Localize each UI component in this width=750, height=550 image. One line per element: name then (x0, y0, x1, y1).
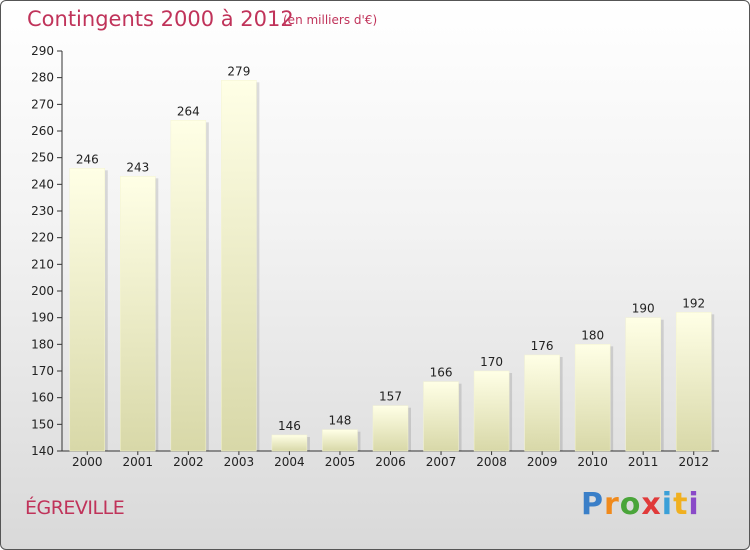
y-tick-label: 240 (31, 177, 54, 191)
value-label: 170 (480, 355, 503, 369)
value-label: 243 (126, 160, 149, 174)
x-tick-label: 2010 (577, 455, 608, 469)
y-tick-label: 210 (31, 257, 54, 271)
y-tick-label: 140 (31, 444, 54, 458)
x-tick-label: 2011 (628, 455, 659, 469)
y-tick-label: 150 (31, 417, 54, 431)
x-tick-label: 2004 (274, 455, 305, 469)
y-tick-label: 290 (31, 44, 54, 58)
y-tick-label: 230 (31, 204, 54, 218)
x-tick-label: 2000 (72, 455, 103, 469)
x-tick-label: 2003 (224, 455, 255, 469)
bar-2001 (120, 176, 156, 452)
bar-2010 (574, 344, 611, 452)
y-tick-label: 190 (31, 311, 54, 325)
bar-2004 (271, 434, 308, 452)
y-tick-label: 160 (31, 391, 54, 405)
value-label: 180 (581, 328, 604, 342)
value-label: 192 (682, 296, 705, 310)
bar-2006 (372, 405, 409, 452)
chart-subtitle: (en milliers d'€) (283, 13, 378, 27)
bar-2005 (322, 429, 358, 452)
value-label: 146 (278, 419, 301, 433)
y-tick-label: 280 (31, 71, 54, 85)
proxiti-logo: Proxiti (581, 487, 700, 522)
value-label: 190 (632, 302, 655, 316)
value-label: 148 (329, 414, 352, 428)
x-tick-label: 2007 (426, 455, 457, 469)
x-tick-label: 2009 (527, 455, 558, 469)
y-tick-label: 170 (31, 364, 54, 378)
bar-2009 (524, 354, 560, 452)
value-label: 264 (177, 104, 200, 118)
value-label: 246 (76, 152, 99, 166)
x-tick-label: 2002 (173, 455, 204, 469)
y-tick-label: 250 (31, 151, 54, 165)
y-tick-label: 270 (31, 97, 54, 111)
bar-2003 (221, 80, 257, 452)
bar-2002 (170, 120, 207, 452)
value-label: 279 (227, 64, 250, 78)
bar-2011 (625, 317, 661, 452)
value-label: 157 (379, 390, 402, 404)
x-tick-label: 2005 (325, 455, 356, 469)
y-tick-label: 220 (31, 231, 54, 245)
bar-2012 (675, 312, 712, 452)
x-tick-label: 2001 (123, 455, 154, 469)
value-label: 176 (531, 339, 554, 353)
bar-2007 (423, 381, 459, 452)
x-tick-label: 2012 (678, 455, 709, 469)
commune-name: ÉGREVILLE (25, 497, 125, 519)
x-tick-label: 2008 (476, 455, 507, 469)
chart-title: Contingents 2000 à 2012 (27, 7, 294, 31)
y-tick-label: 200 (31, 284, 54, 298)
x-tick-label: 2006 (375, 455, 406, 469)
y-tick-label: 180 (31, 337, 54, 351)
bar-2000 (69, 168, 106, 452)
y-tick-label: 260 (31, 124, 54, 138)
bar-2008 (473, 370, 510, 452)
value-label: 166 (430, 366, 453, 380)
